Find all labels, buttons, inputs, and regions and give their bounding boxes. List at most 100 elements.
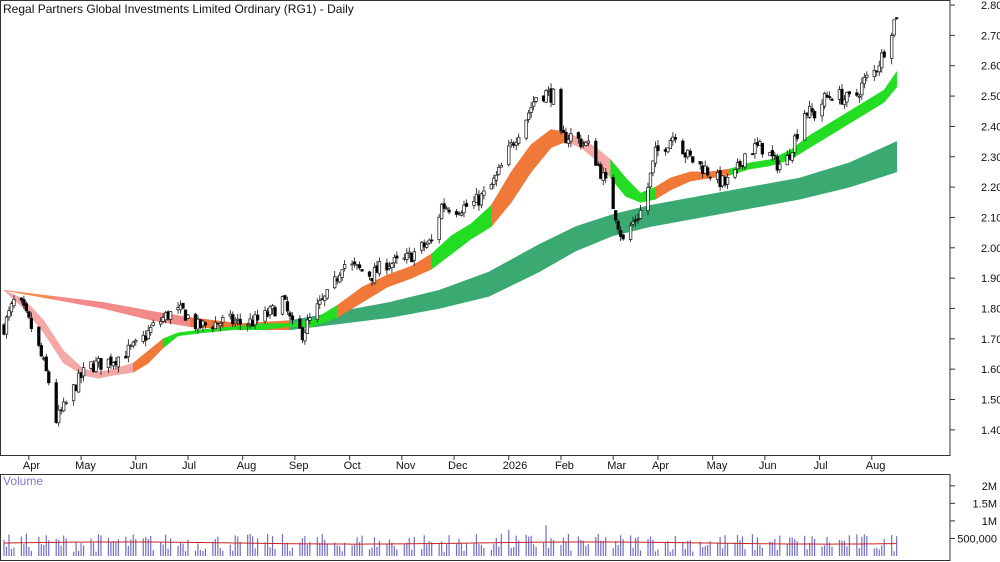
candle-body (651, 160, 655, 174)
candlestick-series (2, 17, 899, 427)
candle-body (860, 82, 864, 96)
candle-body (427, 239, 431, 244)
price-tick-label: 2.80 (981, 0, 1000, 12)
candle-body (691, 156, 695, 163)
candle-body (9, 303, 14, 313)
candle-body (285, 301, 290, 312)
candle-body (390, 263, 394, 269)
candle-body (430, 239, 434, 242)
candle-body (99, 358, 103, 370)
candle-body (616, 221, 620, 230)
candle-body (62, 401, 66, 412)
price-tick-label: 2.70 (981, 30, 1000, 42)
candle-body (57, 409, 61, 424)
candle-body (27, 311, 31, 318)
candle-body (325, 289, 329, 299)
candle-body (357, 264, 362, 269)
volume-label: Volume (3, 474, 43, 488)
date-tick-label: Jun (130, 460, 148, 472)
volume-tick-label: 500,000 (957, 533, 997, 545)
candle-body (462, 204, 466, 214)
candle-body (255, 314, 260, 321)
candle-body (820, 103, 824, 117)
candle-body (847, 91, 852, 95)
candle-body (158, 321, 163, 325)
candle-body (551, 88, 556, 105)
candle-body (280, 296, 285, 315)
candle-body (785, 155, 789, 166)
candle-body (872, 70, 876, 78)
candle-body (830, 98, 834, 101)
date-tick-label: Nov (396, 460, 416, 472)
candle-body (447, 209, 451, 213)
candle-body (890, 35, 894, 59)
price-tick-label: 2.60 (981, 61, 1000, 73)
candle-body (673, 136, 678, 140)
candle-body (827, 96, 832, 99)
candle-body (203, 322, 208, 326)
candle-body (628, 225, 633, 240)
price-bands (3, 70, 897, 379)
candle-body (47, 371, 51, 384)
candle-body (738, 161, 742, 167)
candle-body (340, 269, 344, 278)
candle-body (802, 113, 807, 141)
date-tick-label: Jul (814, 460, 828, 472)
candle-body (81, 367, 86, 377)
candle-body (822, 93, 827, 107)
candle-body (770, 150, 774, 157)
candle-body (753, 143, 757, 155)
band-2-segment-2 (132, 338, 164, 373)
candle-body (109, 356, 113, 366)
candle-body (168, 311, 173, 320)
candle-body (444, 207, 449, 210)
candle-body (862, 76, 866, 85)
candle-body (318, 300, 322, 305)
candle-body (268, 306, 272, 316)
candle-body (743, 153, 747, 168)
candle-body (534, 97, 538, 102)
candle-body (636, 218, 640, 221)
candle-body (618, 230, 623, 237)
price-tick-label: 2.50 (981, 91, 1000, 103)
price-tick-label: 1.60 (981, 364, 1000, 376)
candle-body (303, 332, 307, 342)
candle-body (392, 257, 397, 264)
candle-body (750, 153, 755, 156)
candle-body (350, 263, 354, 266)
candle-body (576, 132, 581, 139)
candle-body (283, 295, 287, 300)
candle-body (865, 74, 869, 78)
candle-body (246, 324, 250, 327)
candle-body (412, 251, 416, 261)
candle-body (221, 317, 225, 323)
price-tick-label: 2.20 (981, 182, 1000, 194)
candle-body (492, 177, 496, 185)
candle-body (116, 356, 121, 368)
candle-body (825, 94, 829, 98)
candle-body (517, 136, 521, 144)
candle-body (29, 317, 34, 329)
candle-body (564, 131, 568, 144)
candle-body (338, 274, 342, 283)
candle-body (544, 90, 548, 103)
candle-body (181, 302, 185, 309)
candle-body (7, 310, 11, 318)
candle-body (472, 201, 476, 206)
candle-body (288, 312, 292, 317)
candle-body (482, 190, 486, 196)
candle-body (360, 269, 364, 272)
candle-body (94, 360, 98, 372)
candle-body (810, 108, 814, 113)
candle-body (569, 133, 573, 142)
candle-body (479, 193, 484, 206)
candle-body (877, 65, 881, 73)
candle-body (395, 255, 399, 259)
candle-body (24, 303, 29, 312)
price-tick-label: 2.30 (981, 152, 1000, 164)
price-tick-label: 2.40 (981, 121, 1000, 133)
volume-tick-label: 1.5M (973, 498, 997, 510)
candle-body (44, 356, 48, 372)
candle-body (584, 141, 588, 146)
candle-body (845, 91, 849, 103)
